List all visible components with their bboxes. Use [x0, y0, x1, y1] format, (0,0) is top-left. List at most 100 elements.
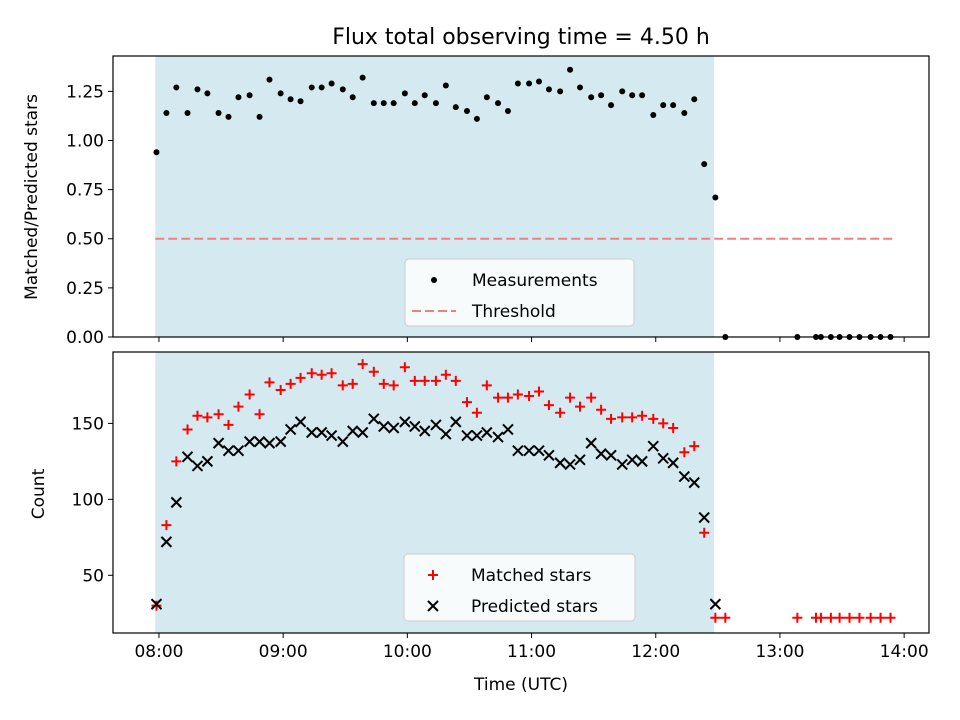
matched-star-point: [493, 392, 504, 403]
measurement-point: [557, 88, 564, 95]
predicted-star-point: [440, 428, 452, 440]
matched-star-point: [648, 413, 659, 424]
matched-star-point: [825, 612, 836, 623]
predicted-star-point: [616, 458, 628, 471]
predicted-star-point: [222, 445, 235, 457]
matched-star-point: [679, 447, 690, 458]
matched-star-point: [264, 377, 275, 388]
predicted-star-point: [253, 435, 266, 448]
predicted-star-point: [698, 511, 710, 524]
predicted-star-point: [636, 455, 648, 468]
predicted-star-point: [430, 419, 442, 431]
measurement-point: [545, 86, 552, 93]
measurement-point: [650, 111, 657, 118]
predicted-star-point: [564, 458, 576, 471]
measurement-point: [370, 100, 377, 107]
measurement-point: [504, 108, 511, 115]
measurement-point: [598, 92, 605, 99]
measurement-point: [536, 78, 543, 85]
predicted-star-point: [387, 422, 400, 434]
matched-star-point: [295, 372, 306, 383]
predicted-star-point: [554, 457, 566, 469]
measurement-point: [204, 90, 211, 97]
predicted-star-point: [294, 416, 307, 428]
top-panel-ratio-chart: 0.00 0.25 0.50 0.75 1.00 1.25 Measurements Thre…: [66, 55, 930, 348]
matched-star-point: [419, 375, 430, 386]
matched-star-point: [213, 409, 224, 420]
matched-star-point: [192, 410, 203, 421]
matched-star-point: [565, 392, 576, 403]
legend-label: Matched stars: [471, 566, 591, 586]
predicted-star-point: [471, 429, 483, 442]
y-tick-label: 0.25: [66, 279, 104, 299]
matched-star-point: [285, 378, 296, 389]
predicted-star-point: [201, 455, 214, 468]
measurement-point: [588, 94, 595, 101]
predicted-star-point: [232, 445, 245, 457]
y-tick-label: 50: [82, 566, 104, 586]
x-tick-label: 08:00: [134, 642, 183, 662]
predicted-star-point: [243, 435, 256, 448]
measurement-point: [629, 92, 636, 99]
matched-star-point: [524, 391, 535, 402]
measurement-point: [380, 100, 387, 107]
measurement-point: [639, 92, 646, 99]
matched-star-point: [357, 359, 368, 370]
matched-star-point: [244, 389, 255, 400]
measurement-point: [194, 86, 201, 93]
y-tick-label: 1.25: [66, 82, 104, 102]
matched-star-point: [440, 369, 451, 380]
predicted-star-point: [595, 448, 607, 460]
predicted-star-point: [450, 416, 462, 428]
matched-star-point: [865, 612, 876, 623]
matched-star-point: [534, 386, 545, 397]
predicted-star-point: [492, 431, 504, 443]
legend-marker-measurements: [431, 277, 437, 283]
measurement-point: [225, 113, 232, 120]
measurement-point: [184, 109, 191, 116]
matched-star-point: [834, 612, 845, 623]
predicted-star-point: [274, 435, 287, 448]
matched-star-point: [710, 612, 721, 623]
measurement-point: [670, 102, 677, 109]
predicted-star-point: [647, 440, 659, 452]
predicted-star-point: [356, 426, 369, 439]
matched-star-point: [233, 401, 244, 412]
measurement-point: [567, 66, 574, 73]
measurement-point: [266, 76, 273, 83]
measurement-point: [701, 161, 708, 168]
matched-star-point: [555, 407, 566, 418]
measurement-point: [277, 90, 284, 97]
matched-star-point: [399, 362, 410, 373]
measurement-point: [526, 80, 533, 87]
measurement-point: [608, 102, 615, 109]
matched-star-point: [658, 418, 669, 429]
measurement-point: [421, 92, 428, 99]
predicted-star-point: [688, 476, 700, 489]
predicted-star-point: [657, 452, 669, 465]
matched-star-point: [854, 612, 865, 623]
matched-star-point: [161, 520, 172, 531]
measurement-point: [390, 100, 397, 107]
measurement-point: [411, 100, 418, 107]
measurement-point: [297, 98, 304, 105]
measurement-point: [235, 94, 242, 101]
predicted-star-point: [543, 449, 555, 461]
x-tick-label: 14:00: [880, 642, 929, 662]
matched-star-point: [720, 612, 731, 623]
axes-frame: [112, 55, 930, 338]
measurement-point: [495, 100, 502, 107]
predicted-star-point: [605, 449, 617, 461]
matched-star-point: [326, 368, 337, 379]
measurement-point: [691, 96, 698, 103]
matched-star-point: [151, 600, 162, 611]
predicted-star-point: [512, 445, 524, 457]
x-tick-label: 09:00: [259, 642, 308, 662]
measurement-point: [339, 86, 346, 93]
legend-marker-predicted: [427, 600, 439, 612]
measurement-point: [463, 108, 470, 115]
x-tick-label: 10:00: [383, 642, 432, 662]
legend-label: Measurements: [472, 271, 598, 291]
predicted-star-point: [626, 454, 638, 466]
x-tick-label: 11:00: [507, 642, 556, 662]
